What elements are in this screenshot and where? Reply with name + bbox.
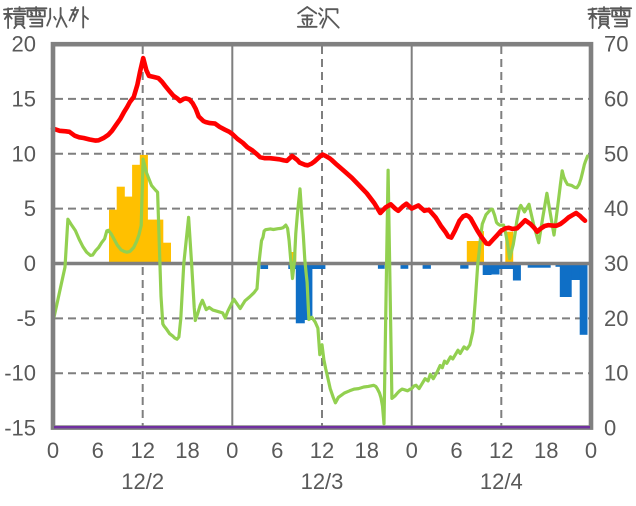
- svg-text:18: 18: [534, 438, 558, 463]
- svg-text:50: 50: [604, 141, 628, 166]
- svg-text:20: 20: [604, 306, 628, 331]
- svg-text:0: 0: [604, 416, 616, 441]
- svg-text:6: 6: [92, 438, 104, 463]
- svg-text:-5: -5: [16, 306, 36, 331]
- svg-text:0: 0: [585, 438, 597, 463]
- svg-text:12/2: 12/2: [121, 469, 164, 494]
- svg-text:0: 0: [406, 438, 418, 463]
- svg-text:0: 0: [24, 251, 36, 276]
- svg-text:5: 5: [24, 196, 36, 221]
- svg-text:18: 18: [175, 438, 199, 463]
- svg-text:10: 10: [604, 361, 628, 386]
- svg-text:12/3: 12/3: [301, 469, 344, 494]
- svg-text:12: 12: [489, 438, 513, 463]
- svg-text:40: 40: [604, 196, 628, 221]
- svg-text:18: 18: [355, 438, 379, 463]
- svg-text:0: 0: [47, 438, 59, 463]
- svg-text:6: 6: [450, 438, 462, 463]
- svg-text:12: 12: [130, 438, 154, 463]
- svg-text:-15: -15: [4, 416, 36, 441]
- svg-text:12/4: 12/4: [480, 469, 523, 494]
- svg-text:-10: -10: [4, 361, 36, 386]
- svg-text:12: 12: [310, 438, 334, 463]
- svg-text:60: 60: [604, 86, 628, 111]
- svg-text:15: 15: [12, 86, 36, 111]
- svg-text:6: 6: [271, 438, 283, 463]
- svg-text:0: 0: [226, 438, 238, 463]
- svg-text:70: 70: [604, 32, 628, 57]
- svg-text:30: 30: [604, 251, 628, 276]
- svg-text:20: 20: [12, 32, 36, 57]
- svg-text:10: 10: [12, 141, 36, 166]
